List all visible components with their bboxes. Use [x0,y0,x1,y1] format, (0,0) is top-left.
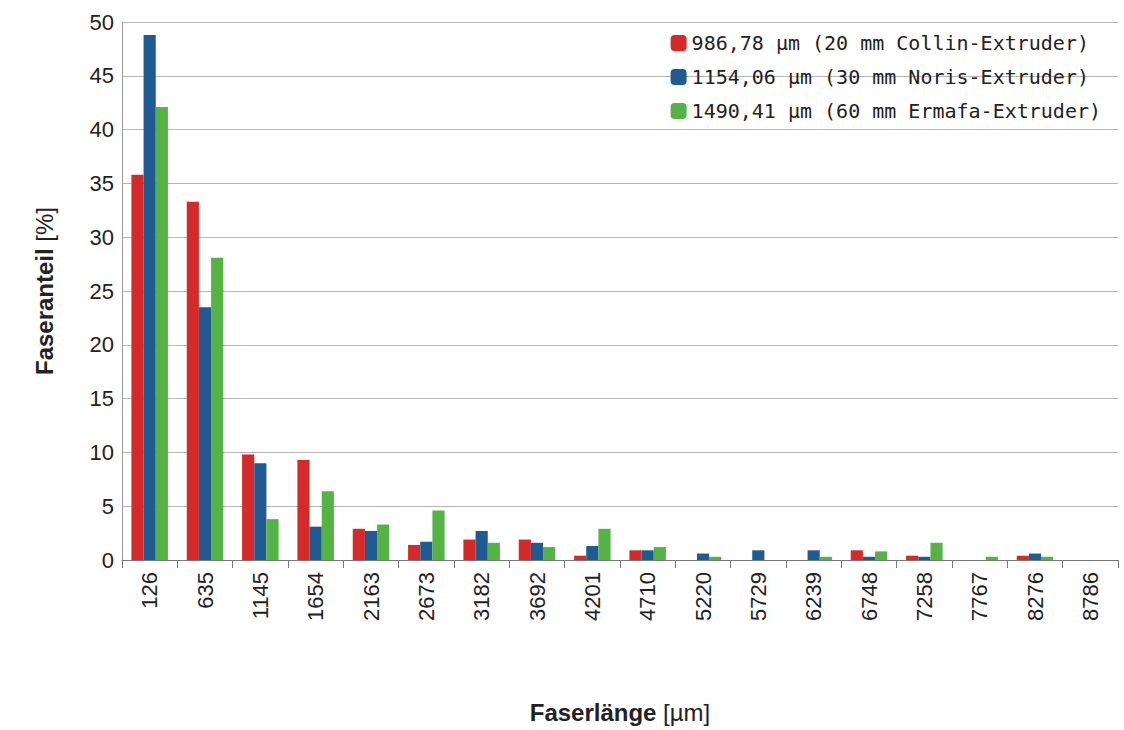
svg-text:8786: 8786 [1078,572,1103,621]
svg-text:986,78 µm (20 mm Collin-Extrud: 986,78 µm (20 mm Collin-Extruder) [692,31,1089,55]
svg-text:20: 20 [90,332,114,357]
svg-text:635: 635 [193,572,218,609]
svg-text:1654: 1654 [303,572,328,621]
svg-text:30: 30 [90,225,114,250]
svg-text:1145: 1145 [248,572,273,619]
svg-text:10: 10 [90,440,114,465]
svg-text:[%]: [%] [31,207,58,248]
svg-text:40: 40 [90,117,114,142]
svg-text:2163: 2163 [359,572,384,621]
svg-text:5220: 5220 [691,572,716,621]
svg-text:6748: 6748 [857,572,882,621]
svg-text:4201: 4201 [580,572,605,621]
svg-text:1154,06 µm (30 mm Noris-Extrud: 1154,06 µm (30 mm Noris-Extruder) [692,65,1089,89]
svg-text:4710: 4710 [635,572,660,621]
svg-text:7767: 7767 [967,572,992,621]
svg-text:6239: 6239 [801,572,826,621]
svg-text:35: 35 [90,171,114,196]
svg-text:5: 5 [102,494,114,519]
svg-text:126: 126 [137,572,162,609]
svg-text:2673: 2673 [414,572,439,621]
svg-text:7258: 7258 [912,572,937,621]
svg-text:8276: 8276 [1023,572,1048,621]
svg-text:50: 50 [90,10,114,35]
svg-text:[µm]: [µm] [656,699,710,726]
svg-text:0: 0 [102,548,114,573]
svg-text:Faserlänge: Faserlänge [530,699,657,726]
svg-text:15: 15 [90,386,114,411]
svg-text:5729: 5729 [746,572,771,621]
svg-text:3182: 3182 [469,572,494,621]
svg-text:25: 25 [90,279,114,304]
svg-text:Faseranteil: Faseranteil [31,248,58,375]
svg-text:1490,41 µm (60 mm Ermafa-Extru: 1490,41 µm (60 mm Ermafa-Extruder) [692,99,1101,123]
svg-text:45: 45 [90,63,114,88]
svg-text:3692: 3692 [525,572,550,621]
